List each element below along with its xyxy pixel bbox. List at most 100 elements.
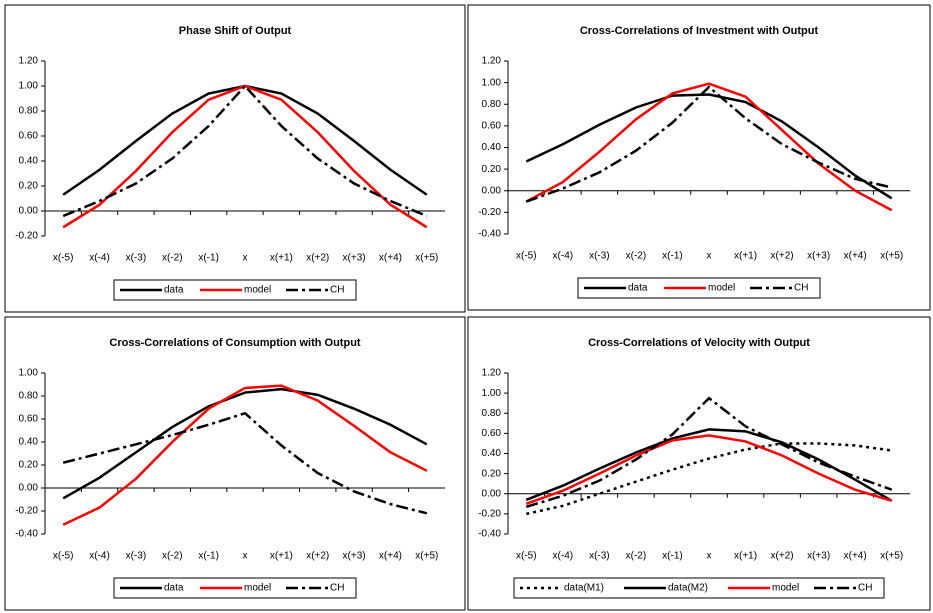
legend: data(M1) data(M2) model CH <box>513 577 885 599</box>
x-tick-label: x(+4) <box>379 551 402 562</box>
legend-label: data(M1) <box>564 583 604 594</box>
x-tick-label: x(-4) <box>553 551 574 562</box>
y-tick-label: 1.00 <box>19 81 39 92</box>
y-tick-label: 0.20 <box>482 468 502 479</box>
y-tick-label: 0.40 <box>19 156 39 167</box>
legend-label: data(M2) <box>668 583 708 594</box>
series-line <box>525 434 893 505</box>
y-tick-label: 1.00 <box>19 368 39 379</box>
series-line <box>525 93 893 200</box>
x-tick-label: x(-2) <box>162 253 183 264</box>
x-tick-label: x(-5) <box>516 551 537 562</box>
y-tick-label: 0.60 <box>482 121 502 132</box>
y-tick-label: 0.20 <box>19 460 39 471</box>
chart-panel: Cross-Correlations of Investment with Ou… <box>467 4 931 311</box>
x-tick-label: x <box>707 551 712 562</box>
x-tick-label: x(+2) <box>771 251 794 262</box>
x-tick-label: x(-3) <box>589 551 610 562</box>
y-tick-label: 0.40 <box>482 142 502 153</box>
x-tick-label: x(+1) <box>734 251 757 262</box>
x-tick-label: x(+5) <box>880 251 903 262</box>
y-tick-label: -0.20 <box>478 509 501 520</box>
legend-label: data <box>164 583 184 594</box>
y-tick-label: 1.00 <box>482 388 502 399</box>
y-tick-label: 0.40 <box>19 437 39 448</box>
x-tick-label: x(+5) <box>415 551 438 562</box>
y-tick-label: 0.60 <box>482 428 502 439</box>
y-tick-label: -0.40 <box>15 529 38 540</box>
panel-border <box>4 316 466 611</box>
x-tick-label: x(-3) <box>126 551 147 562</box>
series-line <box>525 396 893 509</box>
legend-label: data <box>628 283 648 294</box>
chart-title: Cross-Correlations of Velocity with Outp… <box>588 337 810 349</box>
y-tick-label: 0.80 <box>19 106 39 117</box>
x-tick-label: x(-4) <box>89 253 110 264</box>
chart-panel: Cross-Correlations of Consumption with O… <box>4 316 466 611</box>
y-tick-label: 1.00 <box>482 77 502 88</box>
legend-label: CH <box>794 283 808 294</box>
x-tick-label: x(+3) <box>807 251 830 262</box>
chart-title: Cross-Correlations of Investment with Ou… <box>580 25 819 37</box>
y-tick-label: -0.20 <box>15 506 38 517</box>
y-tick-label: -0.40 <box>478 529 501 540</box>
y-tick-label: 1.20 <box>482 56 502 67</box>
y-tick-label: 0.00 <box>482 185 502 196</box>
y-tick-label: -0.20 <box>478 207 501 218</box>
series-line <box>526 442 892 516</box>
x-tick-label: x(+1) <box>734 551 757 562</box>
x-tick-label: x <box>243 253 248 264</box>
y-tick-label: 0.40 <box>482 448 502 459</box>
x-tick-label: x(+2) <box>306 551 329 562</box>
y-tick-label: -0.40 <box>478 229 501 240</box>
y-tick-label: 0.80 <box>482 99 502 110</box>
y-tick-label: 1.20 <box>19 56 39 67</box>
chart-title: Cross-Correlations of Consumption with O… <box>109 337 360 349</box>
y-tick-label: 0.20 <box>482 164 502 175</box>
legend-label: CH <box>858 583 872 594</box>
x-tick-label: x(-5) <box>516 251 537 262</box>
x-tick-label: x(-2) <box>626 551 647 562</box>
x-tick-label: x(-5) <box>53 551 74 562</box>
legend: data model CH <box>113 279 357 301</box>
legend-label: model <box>772 583 799 594</box>
x-tick-label: x(+4) <box>379 253 402 264</box>
legend: data model CH <box>577 277 821 299</box>
x-tick-label: x(-3) <box>126 253 147 264</box>
x-tick-label: x(+2) <box>306 253 329 264</box>
x-tick-label: x(+5) <box>880 551 903 562</box>
x-tick-label: x(+3) <box>343 551 366 562</box>
legend: data model CH <box>113 577 357 599</box>
series-line <box>62 411 428 515</box>
chart-panel: Cross-Correlations of Velocity with Outp… <box>467 316 931 611</box>
y-tick-label: 0.00 <box>482 488 502 499</box>
legend-label: CH <box>330 583 344 594</box>
y-tick-label: 0.80 <box>482 408 502 419</box>
series-line <box>62 84 428 229</box>
x-tick-label: x(+2) <box>771 551 794 562</box>
legend-label: model <box>244 583 271 594</box>
x-tick-label: x(-2) <box>626 251 647 262</box>
x-tick-label: x <box>707 251 712 262</box>
panel-border <box>467 316 931 611</box>
chart-panel: Phase Shift of Output -0.20 0.00 0.20 0.40 0.… <box>4 4 466 313</box>
x-tick-label: x <box>243 551 248 562</box>
y-tick-label: 0.00 <box>19 483 39 494</box>
y-tick-label: 0.60 <box>19 414 39 425</box>
x-tick-label: x(-1) <box>662 251 683 262</box>
chart-title: Phase Shift of Output <box>179 25 292 37</box>
series-line <box>62 387 428 500</box>
x-tick-label: x(+4) <box>844 251 867 262</box>
x-tick-label: x(-4) <box>553 251 574 262</box>
x-tick-label: x(+1) <box>270 253 293 264</box>
x-tick-label: x(-3) <box>589 251 610 262</box>
legend-label: data <box>164 285 184 296</box>
x-tick-label: x(-4) <box>89 551 110 562</box>
y-tick-label: 0.60 <box>19 131 39 142</box>
x-tick-label: x(+1) <box>270 551 293 562</box>
x-tick-label: x(+3) <box>343 253 366 264</box>
legend-label: model <box>244 285 271 296</box>
x-tick-label: x(-1) <box>198 253 219 264</box>
